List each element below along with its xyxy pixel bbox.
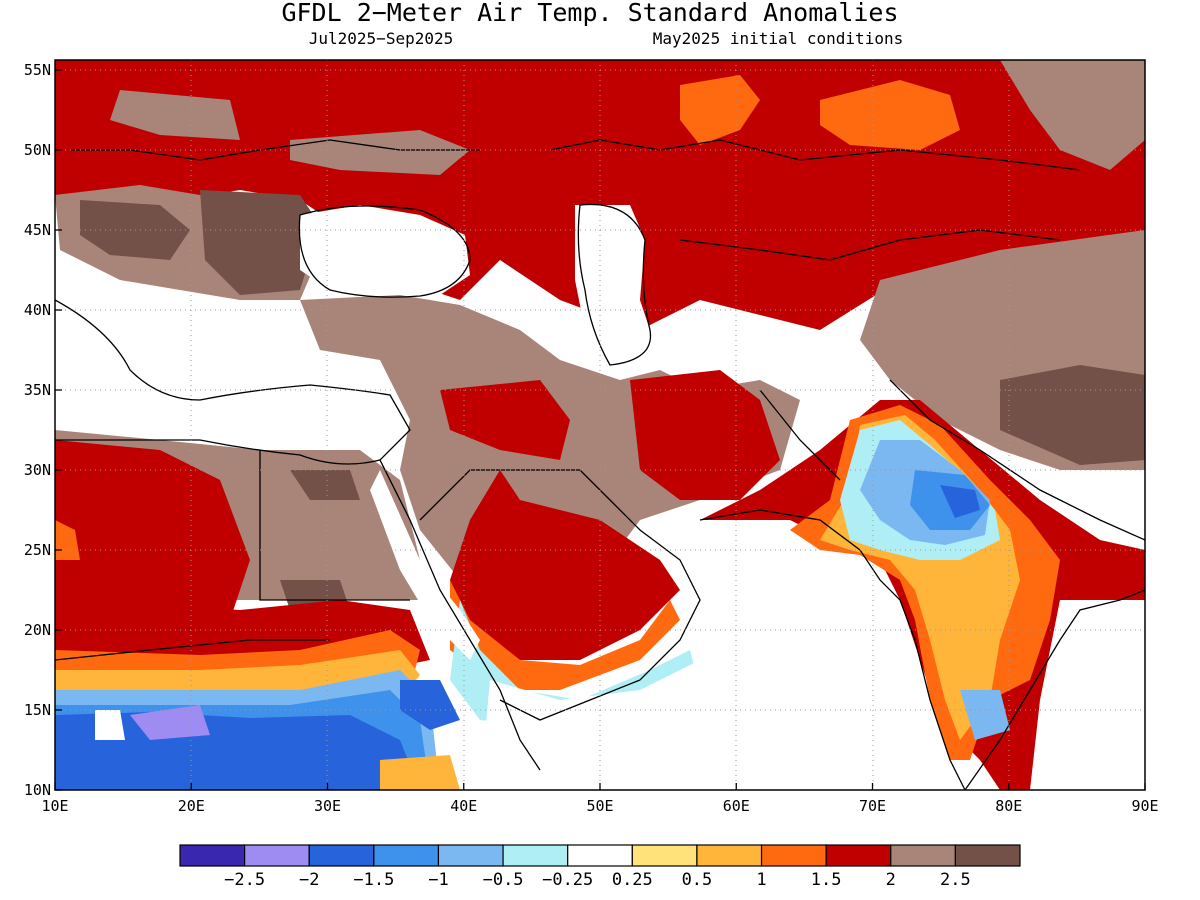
anomaly-field xyxy=(55,60,1145,790)
colorbar-label: 0.25 xyxy=(612,870,653,890)
colorbar-swatch xyxy=(890,844,956,867)
lat-tick-label: 20N xyxy=(24,621,51,639)
colorbar: −2.5 −2 −1.5 −1 −0.5 −0.25 0.25 0.5 1 1.5 2 2.5 xyxy=(179,844,1021,890)
colorbar-swatch xyxy=(502,844,569,867)
colorbar-swatch xyxy=(825,844,892,867)
colorbar-swatch xyxy=(179,844,246,867)
map-title: GFDL 2−Meter Air Temp. Standard Anomalie… xyxy=(281,0,898,27)
lat-tick-label: 50N xyxy=(24,141,51,159)
colorbar-label: −2.5 xyxy=(224,870,265,890)
colorbar-swatch xyxy=(631,844,698,867)
lat-tick-label: 10N xyxy=(24,781,51,799)
longitude-axis: 10E 20E 30E 40E 50E 60E 70E 80E 90E xyxy=(41,783,1159,815)
latitude-axis: 10N 15N 20N 25N 30N 35N 40N 45N 50N 55N xyxy=(24,61,62,799)
colorbar-label: 1.5 xyxy=(811,870,842,890)
colorbar-swatch xyxy=(437,844,504,867)
lon-tick-label: 80E xyxy=(995,797,1022,815)
lat-tick-label: 15N xyxy=(24,701,51,719)
lon-tick-label: 10E xyxy=(41,797,68,815)
colorbar-label: −1 xyxy=(428,870,448,890)
colorbar-label: 2.5 xyxy=(940,870,971,890)
lat-tick-label: 45N xyxy=(24,221,51,239)
lon-tick-label: 90E xyxy=(1131,797,1158,815)
colorbar-swatch xyxy=(308,844,375,867)
colorbar-swatch xyxy=(567,844,633,867)
colorbar-label: −0.25 xyxy=(542,870,593,890)
valid-period-label: Jul2025−Sep2025 xyxy=(309,29,454,48)
colorbar-label: −1.5 xyxy=(353,870,394,890)
colorbar-swatch xyxy=(244,844,310,867)
lat-tick-label: 35N xyxy=(24,381,51,399)
lon-tick-label: 30E xyxy=(314,797,341,815)
lon-tick-label: 50E xyxy=(586,797,613,815)
lat-tick-label: 55N xyxy=(24,61,51,79)
colorbar-label: −0.5 xyxy=(483,870,524,890)
lat-tick-label: 40N xyxy=(24,301,51,319)
colorbar-swatch xyxy=(696,844,763,867)
colorbar-swatch xyxy=(760,844,827,867)
initial-conditions-label: May2025 initial conditions xyxy=(653,29,903,48)
colorbar-label: 0.5 xyxy=(682,870,713,890)
colorbar-swatch xyxy=(373,844,440,867)
lon-tick-label: 40E xyxy=(450,797,477,815)
lat-tick-label: 30N xyxy=(24,461,51,479)
lon-tick-label: 70E xyxy=(859,797,886,815)
lon-tick-label: 60E xyxy=(723,797,750,815)
colorbar-swatch xyxy=(954,844,1021,867)
colorbar-label: 1 xyxy=(756,870,766,890)
colorbar-label: 2 xyxy=(886,870,896,890)
colorbar-label: −2 xyxy=(299,870,319,890)
lon-tick-label: 20E xyxy=(178,797,205,815)
graticule xyxy=(55,60,1145,790)
lat-tick-label: 25N xyxy=(24,541,51,559)
